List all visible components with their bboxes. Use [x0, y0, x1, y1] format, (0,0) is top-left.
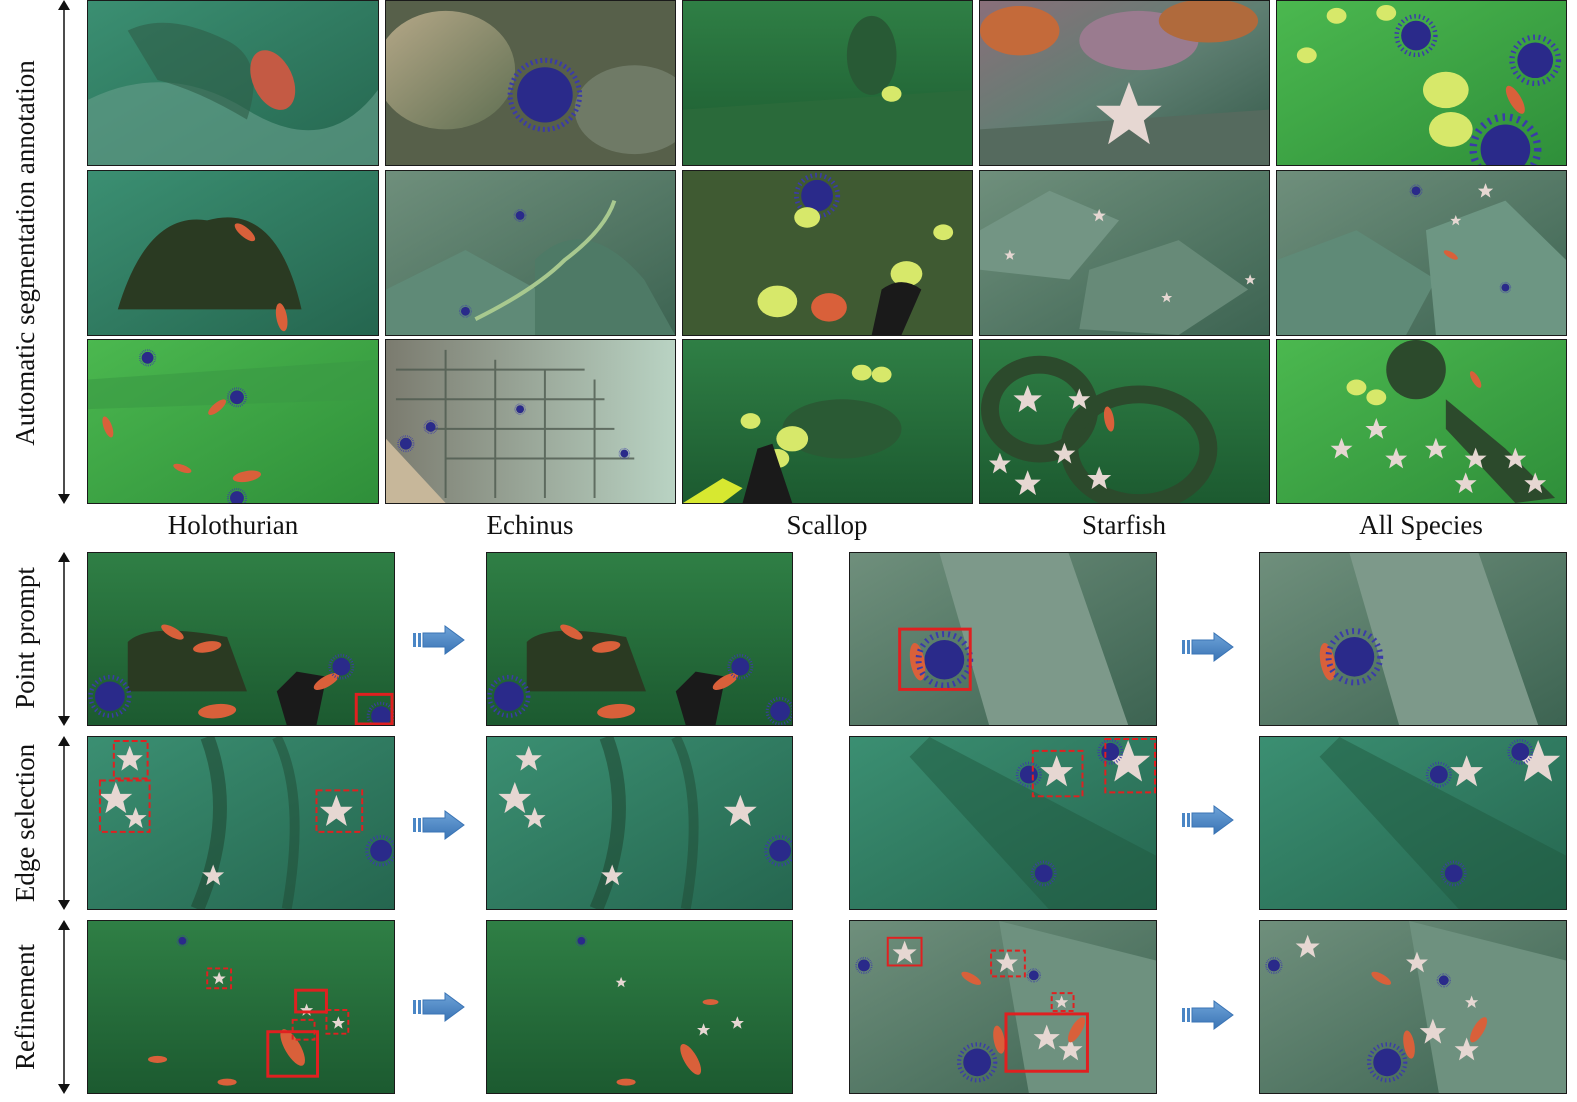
- image-holothurian-1: [87, 0, 379, 166]
- point-prompt-before-right: [849, 552, 1157, 726]
- side-label-edge-selection: Edge selection: [10, 743, 40, 903]
- refinement-after-right: [1259, 920, 1567, 1094]
- point-prompt-after-right: [1259, 552, 1567, 726]
- arrow-right-icon: [413, 810, 465, 840]
- side-label-top: Automatic segmentation annotation: [10, 60, 40, 446]
- column-label-echinus: Echinus: [486, 510, 574, 540]
- edge-selection-before-right: [849, 736, 1157, 910]
- refinement-before-right: [849, 920, 1157, 1094]
- column-label-scallop: Scallop: [786, 510, 868, 540]
- image-scallop-3: [682, 339, 973, 504]
- arrow-right-icon: [1182, 632, 1234, 662]
- image-holothurian-3: [87, 339, 379, 504]
- refine-axis-arrow: [52, 920, 76, 1094]
- image-echinus-1: [385, 0, 676, 166]
- column-label-all-species: All Species: [1359, 510, 1483, 540]
- edge-selection-before-left: [87, 736, 395, 910]
- point-axis-arrow: [52, 552, 76, 726]
- image-holothurian-2: [87, 170, 379, 336]
- point-prompt-before-left: [87, 552, 395, 726]
- arrow-right-icon: [1182, 1000, 1234, 1030]
- refinement-before-left: [87, 920, 395, 1094]
- image-all-species-2: [1276, 170, 1567, 336]
- side-label-refinement: Refinement: [10, 944, 40, 1070]
- image-all-species-3: [1276, 339, 1567, 504]
- image-echinus-2: [385, 170, 676, 336]
- image-scallop-1: [682, 0, 973, 166]
- side-label-point-prompt: Point prompt: [10, 567, 40, 709]
- edge-selection-after-right: [1259, 736, 1567, 910]
- top-axis-arrow: [52, 0, 76, 504]
- image-all-species-1: [1276, 0, 1567, 166]
- edge-selection-after-left: [486, 736, 793, 910]
- image-echinus-3: [385, 339, 676, 504]
- point-prompt-after-left: [486, 552, 793, 726]
- image-starfish-3: [979, 339, 1270, 504]
- column-label-starfish: Starfish: [1082, 510, 1166, 540]
- image-starfish-2: [979, 170, 1270, 336]
- column-label-holothurian: Holothurian: [167, 510, 299, 540]
- image-scallop-2: [682, 170, 973, 336]
- arrow-right-icon: [413, 625, 465, 655]
- arrow-right-icon: [413, 992, 465, 1022]
- arrow-right-icon: [1182, 805, 1234, 835]
- image-starfish-1: [979, 0, 1270, 166]
- refinement-after-left: [486, 920, 793, 1094]
- edge-axis-arrow: [52, 736, 76, 910]
